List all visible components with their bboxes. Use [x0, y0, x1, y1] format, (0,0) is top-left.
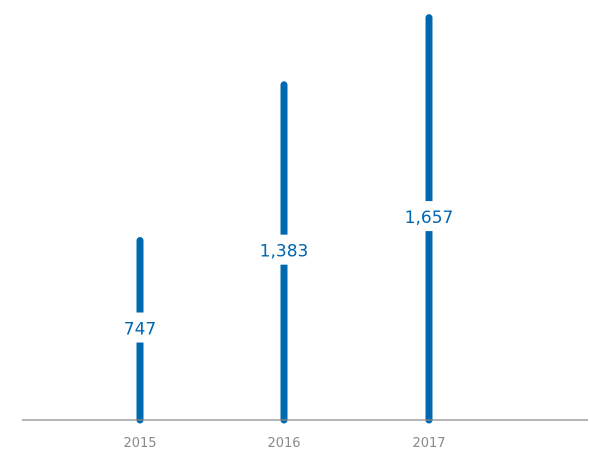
data-label-2016: 1,383	[260, 242, 309, 262]
data-label-2017: 1,657	[405, 208, 454, 228]
x-tick-label-2015: 2015	[123, 436, 156, 451]
x-tick-labels: 2015 2016 2017	[123, 436, 445, 451]
data-labels-group: 747 1,383 1,657	[122, 201, 457, 343]
x-tick-label-2016: 2016	[267, 436, 300, 451]
bar-base-2016	[280, 414, 288, 420]
bar-base-2017	[425, 414, 433, 420]
data-label-background-2017	[401, 201, 457, 232]
x-tick-label-2017: 2017	[412, 436, 445, 451]
bar-base-2015	[136, 414, 144, 420]
data-label-2015: 747	[124, 320, 156, 340]
data-label-background-2015	[122, 312, 158, 343]
bars-group	[136, 14, 433, 424]
data-label-background-2016	[256, 234, 312, 265]
